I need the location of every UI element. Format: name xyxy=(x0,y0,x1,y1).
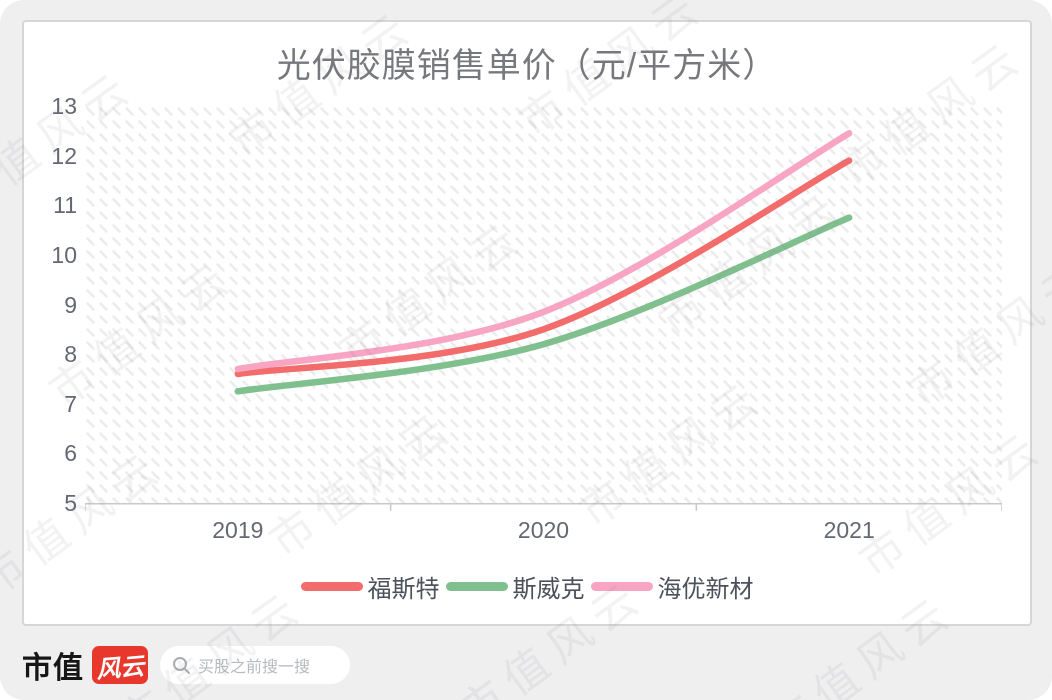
logo-badge: 风云 xyxy=(92,646,148,684)
search-icon xyxy=(173,656,190,674)
x-axis-label: 2020 xyxy=(517,517,570,543)
legend-item-1[interactable]: 斯威克 xyxy=(445,569,585,604)
legend-label: 斯威克 xyxy=(512,575,585,603)
legend-swatch xyxy=(300,581,363,591)
legend-label: 福斯特 xyxy=(367,575,440,603)
chart-title: 光伏胶膜销售单价（元/平方米） xyxy=(276,47,778,85)
logo-badge-text: 风云 xyxy=(95,652,146,684)
series-line-0 xyxy=(234,157,853,378)
y-axis-label: 13 xyxy=(51,93,77,119)
y-axis-label: 5 xyxy=(64,490,77,516)
legend-item-0[interactable]: 福斯特 xyxy=(300,569,440,604)
legend-label: 海优新材 xyxy=(657,575,754,603)
logo-text: 市值 xyxy=(22,652,84,685)
chart-card: 光伏胶膜销售单价（元/平方米） 5 6 7 8 9 10 11 12 13 2019 2020 20… xyxy=(22,20,1032,626)
footer-bar: 市值 风云 买股之前搜一搜 xyxy=(22,644,1030,686)
series-line-1 xyxy=(234,214,853,395)
y-axis-label: 11 xyxy=(53,192,77,219)
y-axis-label: 10 xyxy=(51,241,77,268)
x-axis-label: 2021 xyxy=(823,517,875,543)
y-axis-label: 9 xyxy=(64,291,77,318)
x-axis-label: 2019 xyxy=(212,517,264,543)
legend-swatch xyxy=(590,581,653,591)
y-axis-label: 12 xyxy=(51,142,77,169)
y-axis-label: 6 xyxy=(64,440,77,467)
series-line-2 xyxy=(234,130,853,373)
y-axis-label: 7 xyxy=(64,390,77,417)
legend-swatch xyxy=(445,581,508,591)
plot-area xyxy=(85,106,1002,511)
search-placeholder: 买股之前搜一搜 xyxy=(198,659,311,676)
search-bar[interactable]: 买股之前搜一搜 xyxy=(160,646,350,684)
plot-hatch-background xyxy=(85,106,1002,503)
chart-legend: 福斯特 斯威克 海优新材 xyxy=(24,569,1030,604)
y-axis-label: 8 xyxy=(64,341,77,368)
legend-item-2[interactable]: 海优新材 xyxy=(590,569,754,604)
